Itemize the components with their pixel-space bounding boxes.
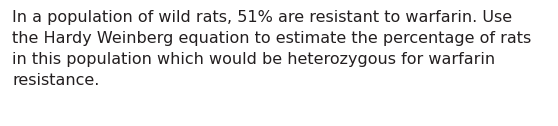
- Text: In a population of wild rats, 51% are resistant to warfarin. Use
the Hardy Weinb: In a population of wild rats, 51% are re…: [12, 10, 531, 88]
